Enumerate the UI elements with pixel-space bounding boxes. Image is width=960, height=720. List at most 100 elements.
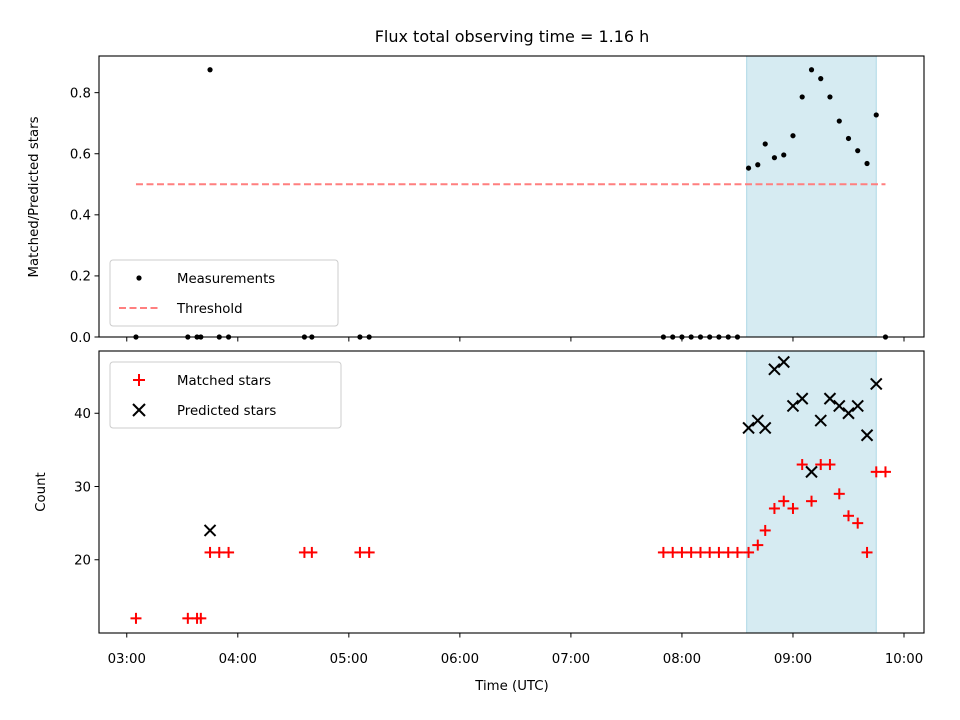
highlight-span [746,350,877,634]
legend-matched-label: Matched stars [177,374,271,389]
x-axis-ticks: 03:00 04:00 05:00 06:00 07:00 08:00 09:00 10:00 [108,633,923,667]
chart-title: Flux total observing time = 1.16 h [375,27,650,46]
count-panel-frame [98,350,925,634]
measurement-point [864,160,870,167]
legend-measurements-marker [136,275,142,281]
measurement-point [762,141,768,147]
predicted-star-point [742,421,755,435]
matched-star-point [713,546,725,558]
count-panel: 20 30 40 03:00 04:00 05:00 06:00 07:00 08:00 09:… [34,350,925,694]
ratio-panel-frame [98,55,925,338]
y-tick-label: 0.6 [70,148,91,163]
matched-star-point [842,510,854,522]
measurement-point [845,135,852,142]
predicted-star-point [814,414,827,427]
x-tick-label: 06:00 [441,652,479,667]
measurement-point [827,94,833,100]
predicted-star-point [777,355,790,369]
x-tick-label: 03:00 [108,652,146,667]
matched-star-point [657,546,669,558]
y-tick-label: 0.2 [70,270,91,285]
x-axis-label: Time (UTC) [474,679,549,694]
matched-star-point [704,546,716,558]
matched-star-point [743,546,755,558]
measurement-point [808,67,815,73]
ratio-legend: Measurements Threshold [109,259,339,327]
matched-star-point [354,546,366,558]
y-tick-label: 30 [74,480,91,495]
ratio-ylabel: Matched/Predicted stars [27,116,42,277]
legend-measurements-label: Measurements [177,272,275,287]
predicted-star-point [795,392,809,405]
x-tick-label: 07:00 [552,652,590,667]
matched-star-point [759,524,771,536]
series-layer [130,355,891,624]
highlight-span-rect [746,55,877,338]
predicted-star-point [833,399,846,413]
x-tick-label: 08:00 [663,652,701,667]
predicted-star-point [786,399,800,413]
matched-star-point [731,546,743,558]
matched-star-point [768,502,780,514]
measurement-point [207,67,213,73]
measurement-point [745,165,752,171]
count-legend: Matched stars Predicted stars [109,361,342,429]
y-axis-ticks: 20 30 40 [74,407,99,569]
measurement-point [771,155,778,161]
y-axis-ticks: 0.0 0.2 0.4 0.6 0.8 [70,86,99,346]
matched-star-point [363,546,375,558]
matched-star-point [685,546,697,558]
y-tick-label: 40 [74,407,91,422]
measurement-point [790,133,796,139]
legend-threshold-label: Threshold [176,302,243,317]
legend-predicted-label: Predicted stars [177,404,276,419]
matched-star-point [815,459,827,471]
ratio-panel: 0.00.20.40.60.8 Matched/Predicted stars … [27,55,925,346]
matched-star-point [204,546,216,558]
y-tick-label: 0.4 [70,209,91,224]
highlight-span-rect [746,350,877,634]
matched-star-point [852,517,864,529]
matched-star-point [861,546,873,558]
x-tick-label: 09:00 [774,652,812,667]
predicted-star-point [860,429,874,442]
y-tick-label: 0.8 [70,86,91,101]
matched-star-point [722,546,734,558]
measurement-point [873,112,879,118]
matched-star-point [667,546,679,558]
matched-star-point [796,459,808,471]
measurement-point [818,76,824,82]
measurement-point [799,94,805,100]
predicted-star-point [870,377,883,391]
matched-star-point [182,612,194,624]
matched-star-point [806,495,818,507]
predicted-star-point [768,363,781,376]
matched-star-point [213,546,225,558]
predicted-star-point [203,524,217,537]
matched-star-point [130,612,142,624]
measurement-point [781,152,787,158]
matched-star-point [306,546,318,558]
matched-star-point [833,488,845,500]
matched-star-point [752,539,764,551]
matched-star-point [195,612,207,624]
y-tick-label: 20 [74,554,91,569]
highlight-span [746,55,877,338]
measurement-point [855,148,861,154]
measurement-point [836,118,842,124]
predicted-star-point [805,465,818,479]
count-ylabel: Count [34,472,49,512]
matched-star-point [778,495,790,507]
predicted-star-point [842,407,855,420]
legend-box [109,361,342,429]
matched-star-point [676,546,688,558]
matched-star-point [787,502,799,514]
legend-box [109,259,339,327]
x-tick-label: 04:00 [219,652,257,667]
predicted-star-point [823,392,837,405]
matched-star-point [870,466,882,478]
x-tick-label: 05:00 [330,652,368,667]
predicted-star-point [851,399,864,413]
measurement-point [755,162,761,168]
